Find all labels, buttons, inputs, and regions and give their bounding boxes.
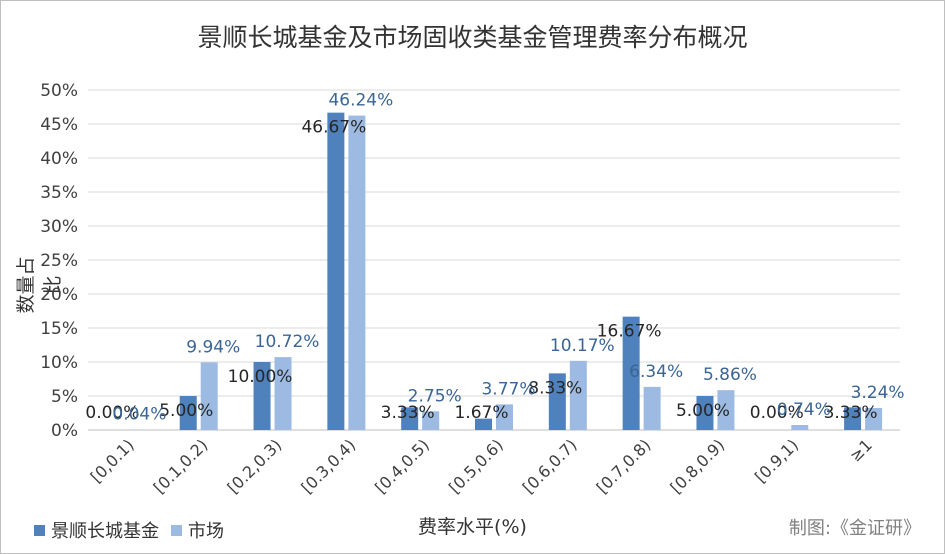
legend-item-fund: 景顺长城基金 <box>34 517 159 543</box>
x-tick-label: [0.4,0.5) <box>371 435 433 497</box>
y-tick-label: 5% <box>51 387 78 407</box>
x-tick-label: [0.3,0.4) <box>297 435 359 497</box>
bar-market <box>348 115 366 431</box>
x-tick-label: [0,0.1) <box>87 435 138 486</box>
bar-fund <box>696 396 714 430</box>
data-label-fund: 8.33% <box>528 378 582 398</box>
y-tick-label: 15% <box>40 319 78 339</box>
data-label-fund: 3.33% <box>381 403 435 423</box>
data-label-market: 6.34% <box>629 362 683 382</box>
data-label-market: 3.77% <box>481 379 535 399</box>
bar-market <box>569 360 587 430</box>
data-label-fund: 3.33% <box>824 403 878 423</box>
x-tick-label: [0.1,0.2) <box>150 435 212 497</box>
bar-fund <box>401 407 419 430</box>
y-tick-label: 20% <box>40 285 78 305</box>
data-label-market: 9.94% <box>186 337 240 357</box>
x-tick-label: [0.7,0.8) <box>593 435 655 497</box>
y-tick-label: 35% <box>40 183 78 203</box>
legend: 景顺长城基金 市场 <box>34 517 236 543</box>
bar-fund <box>179 396 197 430</box>
y-tick-label: 50% <box>40 81 78 101</box>
bar-market <box>643 386 661 430</box>
bar-fund <box>253 362 271 430</box>
legend-item-market: 市场 <box>171 517 224 543</box>
legend-swatch-fund <box>34 524 45 536</box>
bar-fund <box>844 407 862 430</box>
y-tick-label: 10% <box>40 353 78 373</box>
data-label-fund: 0.00% <box>750 403 804 423</box>
data-label-market: 3.24% <box>851 383 905 403</box>
data-label-fund: 5.00% <box>159 401 213 421</box>
y-tick-label: 30% <box>40 217 78 237</box>
y-tick-label: 0% <box>51 421 78 441</box>
data-label-market: 10.17% <box>550 336 615 356</box>
bar-fund <box>327 112 345 431</box>
y-tick-label: 25% <box>40 251 78 271</box>
data-label-fund: 0.00% <box>85 403 139 423</box>
data-label-market: 46.24% <box>328 91 393 111</box>
data-label-market: 10.72% <box>255 332 320 352</box>
data-label-market: 5.86% <box>703 365 757 385</box>
x-tick-label: [0.2,0.3) <box>224 435 286 497</box>
bar-market <box>717 390 735 430</box>
x-axis-label: 费率水平(%) <box>418 516 527 538</box>
legend-label-fund: 景顺长城基金 <box>51 521 159 542</box>
bar-market <box>791 424 809 430</box>
y-tick-label: 40% <box>40 149 78 169</box>
data-label-market: 0.74% <box>777 400 831 420</box>
chart-title: 景顺长城基金及市场固收类基金管理费率分布概况 <box>197 23 748 52</box>
data-label-market: 0.04% <box>112 405 166 425</box>
x-tick-label: [0.8,0.9) <box>666 435 728 497</box>
data-label-fund: 5.00% <box>676 401 730 421</box>
legend-swatch-market <box>171 524 182 536</box>
x-tick-label: [0.9,1) <box>751 435 802 486</box>
source-note: 制图:《金证研》 <box>788 518 921 539</box>
bar-fund <box>475 418 492 430</box>
data-label-market: 2.75% <box>408 386 462 406</box>
bar-market <box>200 362 218 430</box>
bar-market <box>422 411 440 430</box>
bar-market <box>865 407 883 430</box>
bar-fund <box>622 316 640 430</box>
data-label-fund: 16.67% <box>597 322 662 342</box>
bar-market <box>496 404 513 430</box>
x-tick-label: [0.5,0.6) <box>445 435 507 497</box>
data-label-fund: 46.67% <box>301 118 366 138</box>
x-tick-label: ≥1 <box>846 435 876 465</box>
y-tick-label: 45% <box>40 115 78 135</box>
data-label-fund: 10.00% <box>228 367 293 387</box>
bar-fund <box>548 373 566 430</box>
legend-label-market: 市场 <box>188 521 224 542</box>
bar-market <box>274 357 292 430</box>
x-tick-label: [0.6,0.7) <box>519 435 581 497</box>
data-label-fund: 1.67% <box>454 403 508 423</box>
